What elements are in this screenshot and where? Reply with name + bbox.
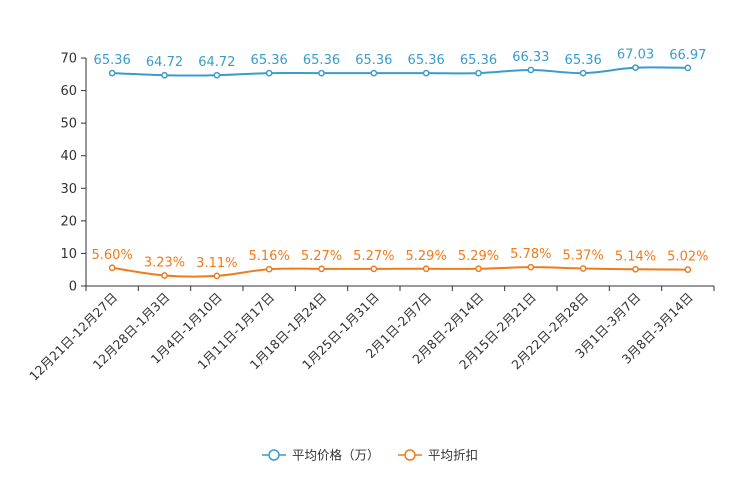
discount-point[interactable]: [579, 265, 587, 272]
legend-label: 平均折扣: [428, 448, 478, 463]
legend[interactable]: 平均价格（万） 平均折扣: [262, 448, 478, 463]
x-tick-label: 12月21日-12月27日: [26, 290, 120, 384]
discount-data-label: 5.29%: [406, 249, 447, 264]
discount-data-label: 5.37%: [563, 249, 604, 264]
legend-item-price[interactable]: 平均价格（万）: [262, 448, 380, 463]
price-point[interactable]: [632, 64, 639, 72]
price-data-label: 64.72: [146, 55, 183, 70]
series-line-price: [112, 66, 688, 77]
discount-data-label: 5.27%: [353, 249, 394, 264]
discount-data-label: 5.60%: [92, 248, 133, 263]
legend-label: 平均价格（万）: [292, 448, 380, 463]
discount-point[interactable]: [318, 265, 325, 273]
price-point[interactable]: [422, 69, 430, 77]
y-tick-label: 70: [60, 52, 77, 67]
price-data-label: 67.03: [617, 48, 654, 63]
discount-data-label: 5.16%: [249, 249, 290, 264]
price-data-label: 65.36: [565, 53, 602, 68]
price-point[interactable]: [318, 69, 325, 77]
price-data-label: 66.33: [512, 50, 549, 65]
discount-data-label: 5.29%: [458, 249, 499, 264]
discount-data-label: 5.78%: [510, 247, 551, 262]
legend-marker-icon: [268, 449, 280, 461]
price-data-label: 65.36: [408, 53, 445, 68]
y-tick-label: 50: [60, 117, 77, 132]
y-tick-label: 40: [60, 149, 77, 164]
series-line-discount: [112, 266, 688, 278]
price-data-label: 65.36: [303, 53, 340, 68]
y-tick-label: 20: [60, 214, 77, 229]
discount-point[interactable]: [265, 265, 273, 273]
discount-point[interactable]: [684, 266, 692, 273]
legend-item-discount[interactable]: 平均折扣: [398, 448, 478, 463]
price-point[interactable]: [161, 71, 168, 79]
discount-point[interactable]: [632, 265, 639, 273]
discount-point[interactable]: [475, 265, 482, 273]
y-tick-label: 30: [60, 182, 77, 197]
price-data-label: 65.36: [460, 53, 497, 68]
series-layer: [108, 64, 692, 280]
price-point[interactable]: [213, 71, 221, 79]
price-point[interactable]: [527, 66, 535, 74]
discount-point[interactable]: [213, 272, 221, 280]
discount-data-label: 5.02%: [667, 250, 708, 265]
price-point[interactable]: [475, 69, 482, 77]
price-point[interactable]: [265, 69, 273, 77]
discount-data-label: 5.14%: [615, 249, 656, 264]
data-labels: 65.36 64.72 64.72 65.36 65.36 65.36 65.36 65.36…: [92, 48, 709, 271]
price-data-label: 65.36: [355, 53, 392, 68]
discount-data-label: 3.11%: [196, 256, 237, 271]
y-tick-label: 60: [60, 84, 77, 99]
discount-data-label: 5.27%: [301, 249, 342, 264]
price-data-label: 64.72: [198, 55, 235, 70]
legend-marker-icon: [404, 449, 416, 461]
price-point[interactable]: [370, 69, 378, 77]
discount-point[interactable]: [527, 263, 535, 271]
price-data-label: 65.36: [251, 53, 288, 68]
discount-point[interactable]: [108, 264, 116, 272]
y-tick-label: 0: [69, 280, 77, 295]
y-tick-label: 10: [60, 247, 77, 262]
discount-data-label: 3.23%: [144, 255, 185, 270]
discount-point[interactable]: [161, 272, 168, 279]
price-point[interactable]: [684, 64, 692, 72]
price-point[interactable]: [108, 69, 116, 77]
price-data-label: 66.97: [669, 48, 706, 63]
axes: 01020304050607012月21日-12月27日12月28日-1月3日1…: [26, 52, 715, 384]
price-point[interactable]: [579, 69, 587, 77]
discount-point[interactable]: [370, 265, 378, 273]
discount-point[interactable]: [422, 265, 430, 273]
price-data-label: 65.36: [94, 53, 131, 68]
